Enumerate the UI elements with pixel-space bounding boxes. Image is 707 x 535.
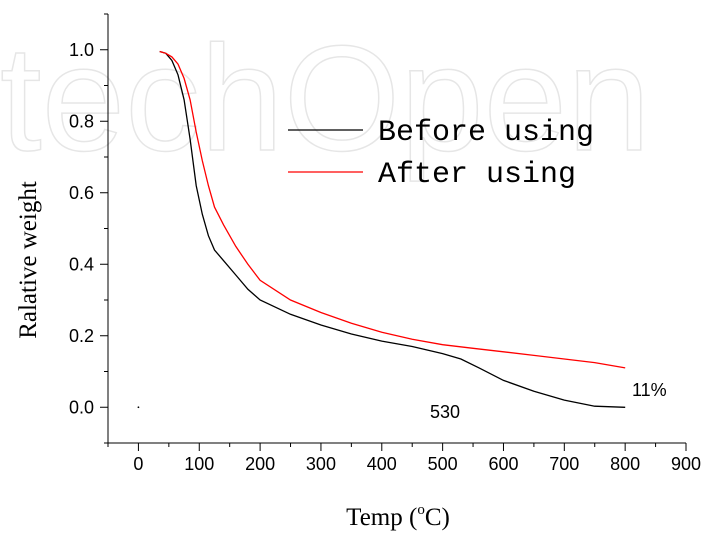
y-tick-label: 0.8: [69, 111, 94, 131]
x-tick-label: 0: [133, 454, 143, 474]
x-tick-label: 500: [428, 454, 458, 474]
x-axis-title-end: C): [425, 504, 450, 531]
x-tick-label: 200: [245, 454, 275, 474]
x-axis-title-superscript: o: [417, 502, 425, 518]
legend-label-0: Before using: [378, 116, 594, 150]
series-line-after-using: [159, 50, 626, 369]
x-tick-label: 400: [367, 454, 397, 474]
x-tick-label: 900: [671, 454, 701, 474]
watermark: techOpen: [0, 14, 650, 182]
x-tick-label: 600: [488, 454, 518, 474]
x-tick-label: 300: [306, 454, 336, 474]
x-axis-title-start: Temp (: [346, 504, 417, 531]
y-tick-label: 0.6: [69, 183, 94, 203]
x-tick-label: 100: [184, 454, 214, 474]
y-tick-label: 0.4: [69, 254, 94, 274]
legend-label-1: After using: [378, 158, 576, 192]
y-tick-label: 0.0: [69, 397, 94, 417]
x-tick-label: 800: [610, 454, 640, 474]
origin-dot: [137, 406, 140, 409]
annotation-0: 530: [430, 402, 460, 422]
y-tick-label: 0.2: [69, 326, 94, 346]
y-tick-label: 1.0: [69, 40, 94, 60]
y-axis-title: Ralative weight: [15, 181, 42, 339]
series-line-before-using: [159, 50, 626, 408]
x-axis-title: Temp (oC): [346, 502, 450, 531]
x-tick-label: 700: [549, 454, 579, 474]
annotation-1: 11%: [632, 380, 667, 400]
